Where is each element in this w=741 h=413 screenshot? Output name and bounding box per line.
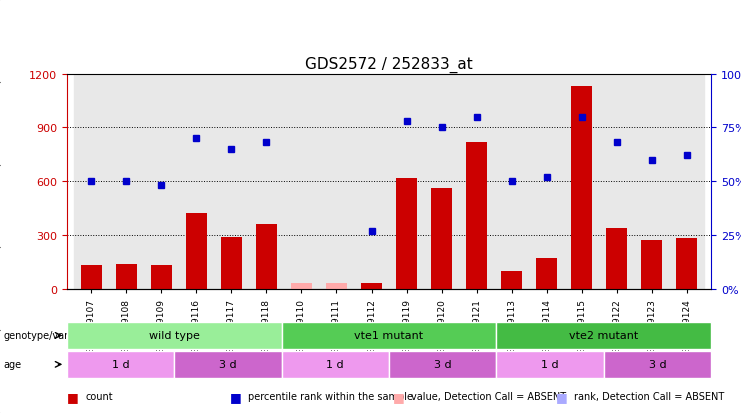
Bar: [291, 284, 312, 289]
Bar: [494, 74, 529, 289]
Text: 1 d: 1 d: [112, 359, 129, 370]
Bar: [319, 74, 354, 289]
Bar: [396, 178, 417, 289]
Bar: [431, 189, 452, 289]
Bar: [73, 74, 109, 289]
Bar: [256, 225, 277, 289]
Bar: [501, 271, 522, 289]
Bar: [634, 74, 669, 289]
Bar: [81, 266, 102, 289]
Text: vte1 mutant: vte1 mutant: [354, 330, 424, 341]
Bar: [179, 74, 214, 289]
Text: 3 d: 3 d: [219, 359, 236, 370]
Text: ■: ■: [67, 390, 79, 403]
Bar: [144, 74, 179, 289]
Text: value, Detection Call = ABSENT: value, Detection Call = ABSENT: [411, 392, 566, 401]
Bar: [249, 74, 284, 289]
Bar: [606, 228, 628, 289]
Text: count: count: [85, 392, 113, 401]
Text: ■: ■: [230, 390, 242, 403]
Bar: [466, 142, 487, 289]
Bar: [186, 214, 207, 289]
Text: genotype/variation: genotype/variation: [4, 330, 96, 341]
Bar: [571, 87, 592, 289]
Bar: [529, 74, 564, 289]
Text: percentile rank within the sample: percentile rank within the sample: [248, 392, 413, 401]
Text: ■: ■: [556, 390, 568, 403]
Text: vte2 mutant: vte2 mutant: [569, 330, 639, 341]
Text: rank, Detection Call = ABSENT: rank, Detection Call = ABSENT: [574, 392, 725, 401]
Bar: [354, 74, 389, 289]
Bar: [669, 74, 705, 289]
Bar: [326, 284, 347, 289]
Bar: [677, 238, 697, 289]
Bar: [214, 74, 249, 289]
Bar: [361, 284, 382, 289]
Text: 1 d: 1 d: [327, 359, 344, 370]
Bar: [599, 74, 634, 289]
Bar: [221, 237, 242, 289]
Bar: [459, 74, 494, 289]
Bar: [116, 264, 137, 289]
Bar: [424, 74, 459, 289]
Bar: [389, 74, 424, 289]
Bar: [641, 241, 662, 289]
Text: 3 d: 3 d: [434, 359, 451, 370]
Bar: [564, 74, 599, 289]
Text: wild type: wild type: [149, 330, 199, 341]
Bar: [284, 74, 319, 289]
Bar: [109, 74, 144, 289]
Text: ■: ■: [393, 390, 405, 403]
Bar: [150, 266, 172, 289]
Title: GDS2572 / 252833_at: GDS2572 / 252833_at: [305, 57, 473, 73]
Bar: [536, 259, 557, 289]
Text: 3 d: 3 d: [649, 359, 666, 370]
Text: 1 d: 1 d: [542, 359, 559, 370]
Text: age: age: [4, 359, 21, 370]
